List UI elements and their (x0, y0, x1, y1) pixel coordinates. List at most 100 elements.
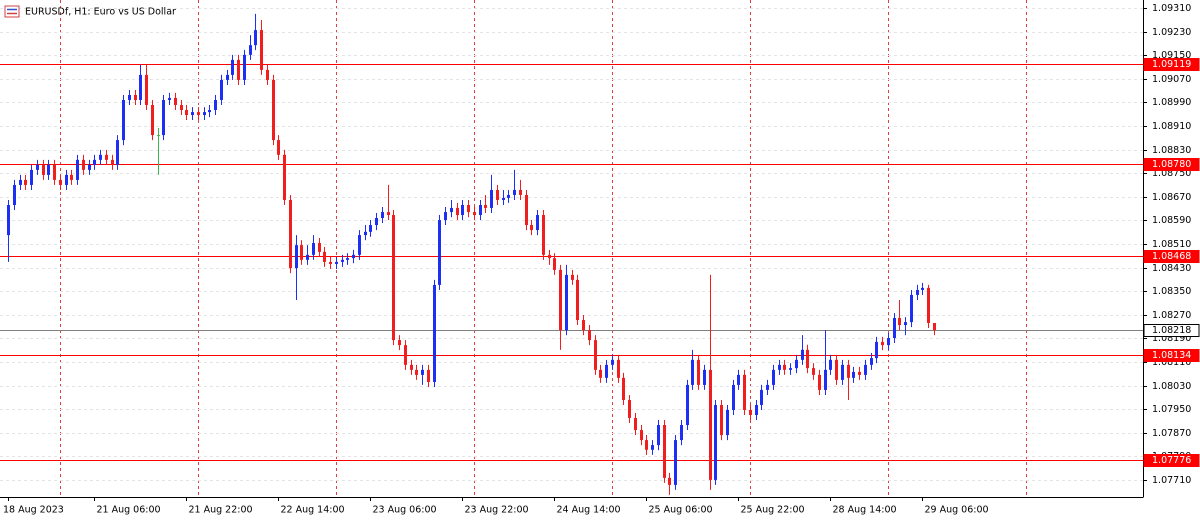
candle-body (864, 364, 867, 375)
candle-body (323, 251, 326, 262)
candle-body (490, 189, 493, 208)
candle-body (709, 369, 712, 480)
candle-body (180, 105, 183, 111)
candle-body (415, 369, 418, 375)
candle-body (674, 440, 677, 485)
y-tick-label: 1.07870 (1152, 428, 1191, 439)
x-tick-label: 29 Aug 06:00 (925, 505, 989, 516)
candle-body (93, 159, 96, 165)
candle-body (726, 409, 729, 436)
candle-body (875, 341, 878, 359)
candle-body (335, 261, 338, 264)
candle-body (226, 74, 229, 80)
candle-body (801, 349, 804, 360)
y-tick-label: 1.08030 (1152, 381, 1191, 392)
candle-body (795, 359, 798, 369)
candle-body (398, 340, 401, 346)
candle-body (111, 159, 114, 165)
candle-body (392, 215, 395, 341)
candle-body (668, 477, 671, 485)
candle-body (59, 179, 62, 185)
candle-body (185, 110, 188, 116)
candle-body (438, 220, 441, 285)
candle-body (519, 189, 522, 195)
candle-body (122, 99, 125, 141)
y-tick-label: 1.08190 (1152, 333, 1191, 344)
candle-body (249, 45, 252, 55)
y-tick-label: 1.09150 (1152, 50, 1191, 61)
candle-body (536, 215, 539, 231)
candle-body (99, 154, 102, 160)
candle-body (450, 207, 453, 213)
candle-body (749, 409, 752, 416)
candle-body (260, 30, 263, 70)
candle-body (312, 243, 315, 255)
candle-body (542, 215, 545, 255)
candle-body (88, 164, 91, 170)
level-label: 1.08780 (1152, 159, 1191, 170)
candle-body (139, 74, 142, 100)
candle-body (530, 225, 533, 231)
candle-body (467, 204, 470, 213)
candle-body (128, 94, 131, 100)
candle-body (318, 243, 321, 252)
candle-body (513, 189, 516, 195)
candle-body (933, 322, 936, 331)
candle-body (806, 349, 809, 369)
candle-body (105, 154, 108, 160)
candle-body (461, 204, 464, 216)
candle-body (220, 79, 223, 100)
y-tick-label: 1.08670 (1152, 192, 1191, 203)
candle-body (433, 284, 436, 382)
candle-body (53, 164, 56, 180)
candle-body (732, 384, 735, 410)
candle-body (24, 179, 27, 185)
candle-body (272, 79, 275, 141)
candle-body (507, 194, 510, 198)
candle-body (927, 287, 930, 323)
candle-body (266, 69, 269, 80)
candle-body (783, 364, 786, 370)
y-tick-label: 1.08270 (1152, 310, 1191, 321)
candle-body (13, 184, 16, 205)
level-label: 1.09119 (1152, 59, 1191, 70)
y-tick-label: 1.08910 (1152, 121, 1191, 132)
candle-body (329, 261, 332, 264)
candle-body (628, 399, 631, 418)
candle-body (571, 274, 574, 280)
candle-body (818, 374, 821, 390)
candle-body (852, 371, 855, 378)
candle-body (214, 99, 217, 111)
x-tick-label: 21 Aug 22:00 (189, 505, 253, 516)
x-tick-label: 25 Aug 22:00 (741, 505, 805, 516)
candle-body (473, 212, 476, 216)
candle-body (174, 97, 177, 106)
candle-body (421, 369, 424, 375)
chart-icon (4, 5, 20, 18)
candle-body (847, 364, 850, 378)
chart-title: EURUSDf, H1: Euro vs US Dollar (25, 7, 176, 18)
candle-body (605, 364, 608, 378)
level-label: 1.08218 (1152, 325, 1191, 336)
y-tick-label: 1.08110 (1152, 357, 1191, 368)
candle-body (197, 112, 200, 116)
x-tick-label: 23 Aug 06:00 (373, 505, 437, 516)
candle-body (484, 204, 487, 208)
candle-body (663, 425, 666, 478)
candle-body (697, 359, 700, 385)
candle-body (427, 369, 430, 382)
level-label-box (1143, 158, 1200, 171)
candle-body (70, 174, 73, 180)
candle-body (387, 212, 390, 216)
candle-body (576, 279, 579, 321)
y-tick-label: 1.08990 (1152, 97, 1191, 108)
candle-body (341, 259, 344, 262)
candle-body (116, 140, 119, 165)
candle-body (887, 338, 890, 346)
candle-body (375, 217, 378, 226)
candle-body (703, 369, 706, 385)
y-tick-label: 1.09230 (1152, 27, 1191, 38)
